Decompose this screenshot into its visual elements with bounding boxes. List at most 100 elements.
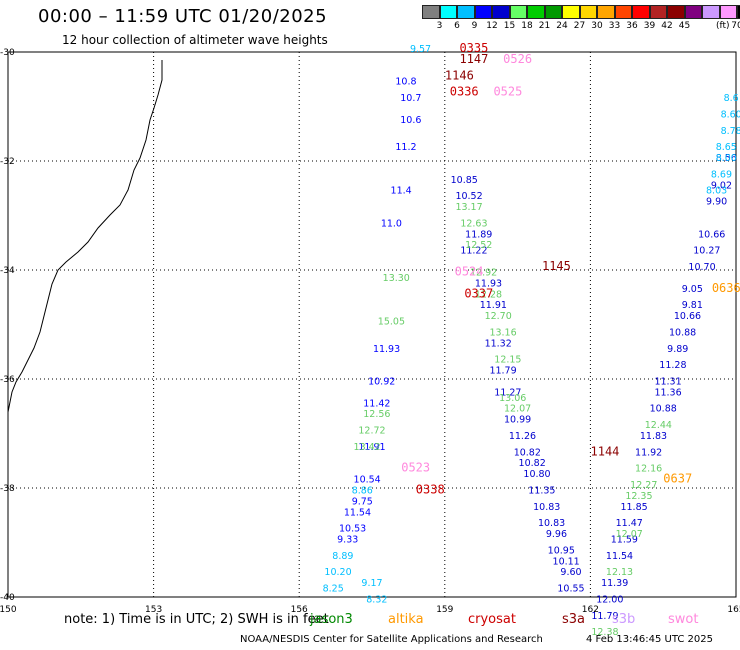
legend-swatch <box>579 5 597 19</box>
pass-time-label: 0637 <box>663 472 692 486</box>
satellite-legend-item: s3b <box>612 612 636 627</box>
legend-swatch <box>422 5 440 19</box>
wave-height-label: 9.75 <box>352 496 373 507</box>
legend-swatch <box>457 5 475 19</box>
wave-height-label: 9.57 <box>410 44 431 55</box>
wave-height-label: 11.42 <box>363 398 390 409</box>
wave-height-label: 11.89 <box>465 229 492 240</box>
wave-height-label: 10.95 <box>548 545 575 556</box>
footer-timestamp: 4 Feb 13:46:45 UTC 2025 <box>586 634 713 645</box>
wave-height-label: 13.42 <box>354 442 381 453</box>
wave-height-label: 9.60 <box>560 567 581 578</box>
wave-height-label: 10.11 <box>553 556 580 567</box>
wave-height-label: 10.8 <box>395 77 416 88</box>
wave-height-label: 10.7 <box>400 93 421 104</box>
wave-height-label: 10.82 <box>519 458 546 469</box>
wave-height-label: 13.16 <box>489 327 516 338</box>
legend-swatch <box>544 5 562 19</box>
wave-height-label: 12.07 <box>616 529 643 540</box>
wave-height-label: 12.38 <box>591 627 618 638</box>
wave-height-label: 12.13 <box>606 567 633 578</box>
wave-height-label: 10.20 <box>324 567 351 578</box>
wave-height-label: 11.28 <box>659 360 686 371</box>
wave-height-label: 12.15 <box>494 355 521 366</box>
wave-height-label: 10.88 <box>669 327 696 338</box>
wave-height-label: 9.89 <box>667 344 688 355</box>
wave-height-label: 12.92 <box>470 267 497 278</box>
legend-swatch <box>737 5 740 19</box>
wave-height-label: 11.93 <box>475 278 502 289</box>
wave-height-label: 8.56 <box>716 153 737 164</box>
legend-swatch <box>614 5 632 19</box>
wave-height-label: 10.88 <box>650 404 677 415</box>
legend-label: 3 <box>436 21 443 31</box>
wave-height-label: 9.05 <box>682 284 703 295</box>
wave-height-label: 10.80 <box>523 469 550 480</box>
wave-height-label: 8.69 <box>711 169 732 180</box>
y-tick-label: -36 <box>0 375 15 385</box>
wave-height-label: 12.70 <box>485 311 512 322</box>
wave-height-label: 13.06 <box>499 393 526 404</box>
wave-height-label: 9.17 <box>361 578 382 589</box>
legend-swatch <box>562 5 580 19</box>
legend-swatch <box>649 5 667 19</box>
wave-height-label: 10.85 <box>451 175 478 186</box>
legend-label: 33 <box>608 21 621 31</box>
legend-label: 12 <box>486 21 498 31</box>
wave-height-label: 11.79 <box>489 366 516 377</box>
pass-time-label: 0636 <box>712 281 740 295</box>
pass-time-label: 0523 <box>401 461 430 475</box>
wave-height-label: 11.4 <box>391 186 412 197</box>
wave-height-label: 12.07 <box>504 404 531 415</box>
legend-swatch <box>597 5 615 19</box>
wave-height-label: 11.0 <box>381 218 402 229</box>
wave-height-label: 13.17 <box>455 202 482 213</box>
legend-label: 9 <box>471 21 478 31</box>
wave-height-label: 8.00 <box>716 153 737 164</box>
wave-height-label: 8.03 <box>706 186 727 197</box>
color-legend: 3 6 9 12 15 18 21 24 27 30 33 36 39 42 45 70 (ft) <box>422 5 740 33</box>
wave-height-label: 11.31 <box>654 376 681 387</box>
legend-label: 45 <box>678 21 691 31</box>
pass-time-label: 0526 <box>503 52 532 66</box>
wave-height-label: 10.6 <box>400 115 421 126</box>
legend-label: 30 <box>591 21 603 31</box>
wave-height-label: 12.63 <box>460 218 487 229</box>
y-tick-label: -34 <box>0 266 15 276</box>
wave-height-label: 11.91 <box>358 442 385 453</box>
wave-height-label: 11.91 <box>480 300 507 311</box>
wave-height-label: 12.44 <box>645 420 672 431</box>
map-frame <box>7 51 737 598</box>
satellite-legend-item: altika <box>388 612 424 627</box>
y-tick-label: -30 <box>0 48 15 58</box>
pass-time-label: 0524 <box>455 264 484 278</box>
legend-swatch <box>509 5 527 19</box>
wave-height-label: 9.33 <box>337 535 358 546</box>
pass-time-label: 1147 <box>459 52 488 66</box>
wave-height-label: 10.83 <box>533 502 560 513</box>
wave-height-label: 10.52 <box>455 191 482 202</box>
wave-height-label: 11.54 <box>606 551 633 562</box>
legend-swatch <box>527 5 545 19</box>
pass-time-label: 0336 <box>450 85 479 99</box>
wave-height-label: 12.35 <box>625 491 652 502</box>
wave-height-label: 11.59 <box>611 535 638 546</box>
pass-time-label: 0338 <box>416 482 445 496</box>
wave-height-label: 9.02 <box>711 180 732 191</box>
wave-height-label: 8.25 <box>323 584 344 595</box>
satellite-legend-item: cryosat <box>468 612 516 627</box>
legend-label: 24 <box>556 21 568 31</box>
wave-height-label: 10.83 <box>538 518 565 529</box>
wave-height-label: 10.92 <box>368 376 395 387</box>
satellite-legend-item: jason3 <box>310 612 353 627</box>
pass-time-label: 1144 <box>591 444 620 458</box>
wave-height-label: 10.66 <box>674 311 701 322</box>
wave-height-label: 11.79 <box>591 611 618 622</box>
legend-label: 6 <box>454 21 460 31</box>
pass-time-label: 0525 <box>493 85 522 99</box>
wave-height-label: 10.70 <box>688 262 715 273</box>
wave-height-label: 11.93 <box>373 344 400 355</box>
wave-height-label: 10.55 <box>557 584 584 595</box>
legend-label: 36 <box>626 21 638 31</box>
wave-height-label: 12.16 <box>635 464 662 475</box>
